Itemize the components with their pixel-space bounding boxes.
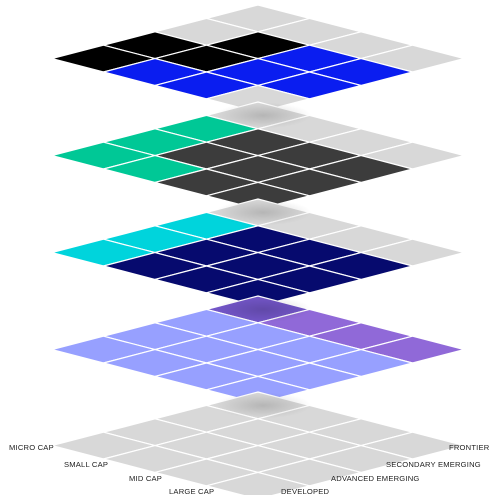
- market-label-frontier: FRONTIER: [449, 443, 490, 452]
- cap-label-small: SMALL CAP: [64, 460, 108, 469]
- layer-3: [51, 198, 465, 307]
- layer-shadow: [215, 392, 312, 419]
- layer-shadow: [215, 199, 312, 226]
- cap-size-axis: MICRO CAP SMALL CAP MID CAP LARGE CAP: [9, 443, 214, 495]
- layer-1: [51, 4, 465, 113]
- market-type-axis: DEVELOPED ADVANCED EMERGING SECONDARY EM…: [281, 443, 490, 495]
- market-label-advanced-emerging: ADVANCED EMERGING: [331, 474, 420, 483]
- market-label-developed: DEVELOPED: [281, 487, 330, 495]
- layer-shadow: [215, 102, 312, 129]
- cap-label-micro: MICRO CAP: [9, 443, 54, 452]
- layer-5: [51, 391, 465, 495]
- layer-2: [51, 101, 465, 210]
- layer-4: [51, 295, 465, 404]
- cap-label-mid: MID CAP: [129, 474, 162, 483]
- grid-cell: [205, 471, 311, 495]
- layer-shadow: [215, 296, 312, 323]
- market-label-secondary-emerging: SECONDARY EMERGING: [386, 460, 481, 469]
- layers-group: [51, 4, 465, 495]
- cap-label-large: LARGE CAP: [169, 487, 214, 495]
